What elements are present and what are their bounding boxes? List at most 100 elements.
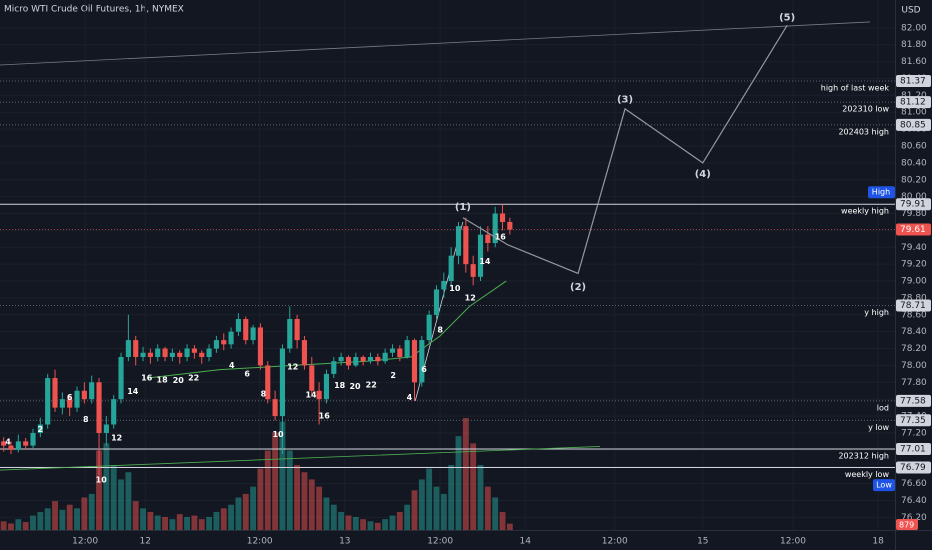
candle-body	[411, 340, 418, 383]
wave-label: (5)	[779, 13, 795, 24]
y-tick-label: 80.60	[901, 142, 927, 152]
candle-body	[477, 234, 484, 277]
count-label: 20	[173, 376, 185, 385]
y-tick-label: 81.60	[901, 57, 927, 67]
candle-body	[331, 361, 337, 374]
level-label: lod	[877, 403, 889, 412]
candle-body	[221, 340, 227, 345]
volume-bar	[470, 443, 477, 530]
volume-bar	[110, 465, 117, 530]
count-label: 12	[111, 434, 122, 443]
candle-body	[382, 352, 388, 362]
count-label: 4	[229, 361, 235, 370]
count-label: 14	[127, 387, 139, 396]
wave-line	[462, 25, 788, 275]
candle-body	[15, 441, 21, 450]
volume-bar	[448, 465, 455, 530]
count-label: 16	[495, 233, 507, 242]
candle-body	[74, 390, 80, 408]
volume-bar	[338, 511, 345, 530]
volume-bar	[286, 450, 293, 530]
candle-body	[250, 327, 256, 341]
volume-bar	[235, 497, 242, 530]
volume-bar	[198, 519, 205, 530]
candle-body	[199, 352, 205, 357]
volume-bar	[184, 517, 191, 530]
volume-bar	[213, 511, 220, 530]
x-tick-label: 15	[697, 537, 708, 547]
candle-body	[507, 221, 513, 230]
price-tag	[896, 442, 931, 455]
volume-bar	[301, 472, 308, 530]
volume-bar	[206, 517, 213, 530]
candle-body	[96, 382, 102, 433]
volume-bar	[308, 479, 315, 530]
candle-body	[389, 348, 396, 353]
level-label: y low	[868, 423, 889, 432]
volume-bar	[367, 521, 374, 530]
volume-bar	[499, 511, 506, 530]
y-tick-label: 79.40	[901, 243, 927, 253]
y-tick-label: 76.60	[901, 479, 927, 489]
candle-body	[463, 226, 469, 265]
count-label: 22	[188, 374, 199, 383]
volume-bar	[426, 468, 433, 530]
level-label: y high	[864, 308, 889, 317]
candle-body	[177, 352, 183, 357]
count-label: 18	[334, 381, 346, 390]
volume-bar	[147, 511, 154, 530]
y-tick-label: 80.20	[901, 175, 927, 185]
candle-body	[455, 226, 462, 256]
candle-body	[147, 352, 153, 357]
level-label: weekly low	[845, 470, 890, 479]
volume-bar	[37, 511, 44, 530]
price-tag-label: 76.79	[900, 463, 926, 473]
y-tick-label: 76.20	[901, 513, 927, 523]
volume-bar	[52, 501, 58, 530]
candle-body	[419, 340, 425, 383]
candle-body	[279, 348, 286, 417]
volume-bar	[506, 523, 513, 530]
price-tag-label: 77.01	[900, 444, 926, 454]
volume-bar	[242, 493, 249, 530]
volume-bar	[22, 522, 29, 530]
candle-body	[228, 331, 234, 345]
candle-body	[30, 432, 36, 446]
x-tick-label: 12:00	[602, 537, 628, 547]
volume-bar	[8, 523, 14, 530]
level-label: 202403 high	[838, 127, 889, 136]
high-tag-label: High	[872, 188, 890, 197]
count-label: 10	[96, 476, 108, 485]
y-tick-label: 81.20	[901, 91, 927, 101]
candle-body	[162, 348, 168, 357]
candle-body	[169, 352, 175, 357]
candle-body	[23, 441, 29, 446]
y-tick-label: 79.00	[901, 277, 927, 287]
moving-average	[146, 280, 507, 379]
price-tag-label: 78.71	[900, 301, 926, 311]
volume-bar	[191, 515, 198, 530]
candle-body	[155, 348, 161, 357]
candle-body	[67, 399, 73, 408]
volume-bar	[462, 418, 469, 530]
count-label: 14	[479, 257, 491, 266]
count-label: 4	[5, 438, 11, 447]
wave-label: (3)	[617, 95, 633, 106]
volume-bar	[154, 515, 161, 530]
candle-body	[235, 319, 241, 332]
volume-bar	[492, 497, 499, 530]
candle-body	[206, 348, 212, 357]
price-tag-label: 81.12	[900, 98, 926, 108]
wave-label: (4)	[695, 169, 711, 180]
volume-bar	[418, 479, 425, 530]
candle-body	[360, 356, 366, 362]
candle-body	[272, 399, 278, 417]
count-label: 12	[287, 363, 298, 372]
volume-bar	[176, 514, 183, 530]
candle-body	[397, 348, 403, 357]
price-tag	[896, 461, 931, 474]
candle-body	[191, 348, 197, 353]
volume-bar	[250, 486, 257, 530]
level-label: weekly high	[841, 207, 889, 216]
